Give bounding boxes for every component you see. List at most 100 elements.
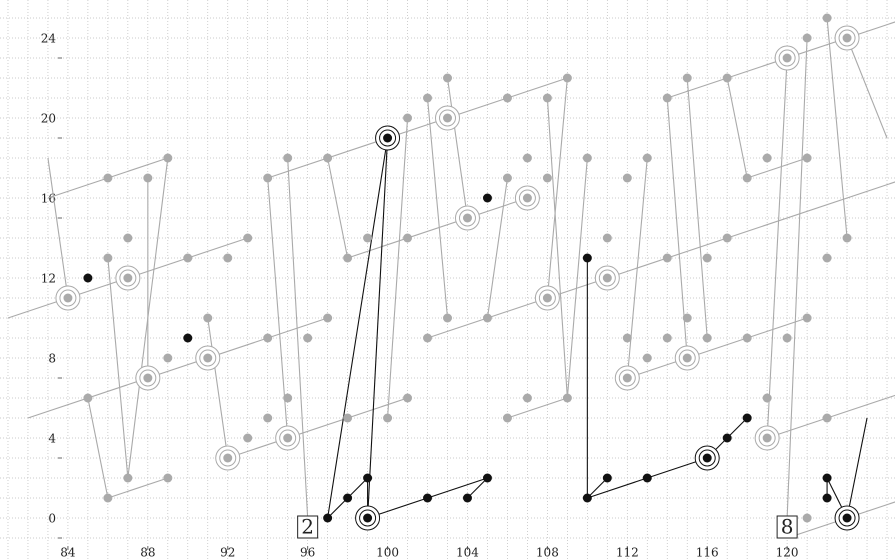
point (662, 93, 672, 103)
point (343, 253, 353, 263)
point (243, 233, 253, 243)
black-lines (467, 477, 488, 499)
box-label: 8 (781, 515, 794, 539)
point (103, 173, 113, 183)
point (423, 333, 433, 343)
point (682, 73, 692, 83)
point (562, 393, 572, 403)
point (103, 493, 113, 503)
point (802, 513, 812, 523)
ring-inner (838, 509, 856, 527)
point (143, 173, 153, 183)
point (522, 193, 532, 203)
point (542, 93, 552, 103)
point (443, 313, 452, 323)
point (103, 253, 113, 263)
point (662, 253, 672, 263)
gray-lines (107, 477, 168, 499)
gray-lines (227, 397, 408, 459)
point (343, 413, 353, 423)
gray-lines (546, 77, 568, 299)
point (542, 173, 552, 183)
y-tick-label: 20 (41, 112, 56, 126)
point (682, 353, 692, 363)
gray-lines (327, 157, 349, 259)
point (522, 393, 532, 403)
point (602, 233, 612, 243)
ring-inner (219, 449, 237, 467)
ring-inner (598, 269, 616, 287)
x-tick-label: 104 (456, 546, 479, 560)
gray-lines (267, 177, 289, 439)
point (363, 233, 373, 243)
gray-lines (766, 57, 788, 439)
point (722, 433, 732, 443)
point (822, 413, 832, 423)
point (822, 473, 832, 483)
ring-inner (439, 109, 456, 127)
point (123, 233, 133, 243)
point (403, 113, 413, 123)
ring-inner (359, 509, 377, 527)
point (522, 153, 532, 163)
point (642, 353, 652, 363)
ring-inner (119, 269, 137, 287)
ring-inner (838, 29, 856, 47)
ring-inner (379, 129, 397, 147)
ring-inner (778, 49, 796, 67)
point (742, 333, 752, 343)
label-box (776, 515, 798, 539)
gray-lines (207, 317, 229, 459)
point (802, 313, 812, 323)
point (722, 233, 732, 243)
gray-lines (387, 117, 409, 419)
y-tick-label: 8 (48, 352, 56, 366)
point (163, 153, 173, 163)
point (722, 73, 732, 83)
point (822, 253, 832, 263)
point (263, 333, 273, 343)
point (762, 393, 772, 403)
point (842, 513, 852, 523)
x-tick-label: 116 (696, 546, 719, 560)
gray-lines (666, 97, 688, 359)
point (323, 513, 333, 523)
point (403, 393, 413, 403)
gray-lines (27, 317, 328, 419)
point (562, 73, 572, 83)
point (363, 513, 373, 523)
point (762, 153, 772, 163)
gray-lines (267, 77, 568, 179)
point (443, 73, 452, 83)
x-tick-label: 84 (60, 546, 76, 560)
point (582, 153, 592, 163)
gray-lines (566, 157, 588, 399)
point (123, 473, 133, 483)
gray-lines (127, 157, 169, 479)
point (482, 473, 492, 483)
y-tick-label: 12 (41, 272, 56, 286)
gray-lines (87, 397, 109, 499)
point (263, 173, 273, 183)
gray-lines (446, 77, 469, 219)
gray-lines (546, 97, 568, 399)
point (582, 253, 592, 263)
y-tick-label: 24 (41, 32, 57, 46)
point (822, 13, 832, 23)
gray-lines (686, 77, 708, 339)
point (303, 333, 313, 343)
gray-lines (347, 197, 528, 259)
x-tick-label: 96 (300, 546, 315, 560)
x-tick-label: 112 (616, 546, 639, 560)
point (642, 153, 652, 163)
point (283, 393, 293, 403)
point (702, 333, 712, 343)
gray-lines (627, 317, 808, 379)
point (462, 493, 472, 503)
gray-lines (726, 77, 748, 179)
point (782, 333, 792, 343)
ring-inner (538, 289, 556, 307)
point (163, 353, 173, 363)
